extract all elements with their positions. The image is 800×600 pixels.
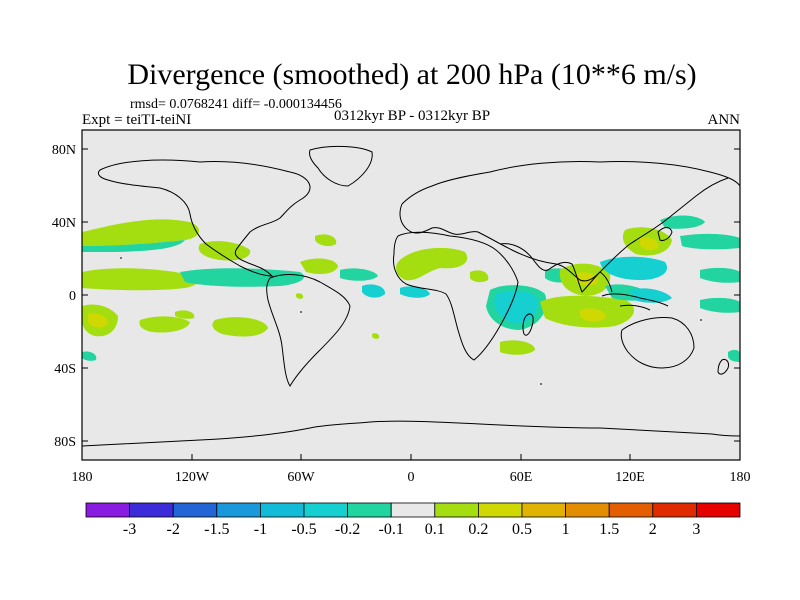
coastline-islands — [120, 257, 702, 385]
field-negative-contour — [82, 351, 97, 361]
lat-label: 40N — [52, 216, 76, 231]
colorbar-label: -0.2 — [335, 521, 360, 538]
colorbar-swatch — [303, 502, 348, 518]
colorbar-swatch — [390, 502, 436, 518]
lon-label: 180 — [72, 470, 93, 485]
field-positive-contour — [372, 333, 380, 339]
coastlines — [82, 145, 740, 447]
coastline-eurasia — [399, 160, 740, 282]
stats-line: rmsd= 0.0768241 diff= -0.000134456 — [130, 97, 342, 112]
colorbar-label: 0.1 — [425, 521, 445, 538]
field-positive-contour — [212, 317, 268, 337]
field-negative-contour — [630, 288, 672, 303]
field-negative-contour — [600, 256, 668, 280]
coastline-maritime — [601, 293, 669, 311]
lon-axis — [81, 454, 741, 460]
field-negative-contour — [400, 286, 430, 298]
lat-label: 0 — [69, 289, 76, 304]
field-negative-contour — [680, 233, 740, 250]
colorbar-swatch — [608, 502, 654, 518]
field-negative-contour — [660, 215, 705, 229]
season-label: ANN — [708, 112, 741, 128]
lon-label: 0 — [408, 470, 415, 485]
lat-label: 80N — [52, 143, 76, 158]
colorbar-label: -1.5 — [204, 521, 229, 538]
colorbar-label: 1 — [562, 521, 570, 538]
figure-title: Divergence (smoothed) at 200 hPa (10**6 … — [127, 58, 696, 91]
field-negative-contour — [180, 268, 304, 287]
field-positive-contour — [315, 234, 337, 247]
field-positive-contour — [396, 247, 468, 281]
lat-label: 40S — [54, 362, 76, 377]
colorbar-label: 0.5 — [512, 521, 532, 538]
experiment-label: Expt = teiTI-teiNI — [82, 112, 191, 128]
coastline-japan — [657, 227, 673, 241]
lat-label: 80S — [54, 435, 76, 450]
colorbar-swatch — [434, 502, 479, 518]
colorbar-label: 3 — [692, 521, 700, 538]
field-negative-contour — [82, 240, 185, 252]
field-positive-contour — [575, 272, 598, 286]
colorbar-labels: -3 -2 -1.5 -1 -0.5 -0.2 -0.1 0.1 0.2 0.5 1 1.5 2 3 — [123, 521, 700, 538]
lat-axis — [82, 148, 740, 442]
field-positive-contour — [580, 308, 606, 322]
colorbar-label: -0.5 — [291, 521, 316, 538]
field-negative-contour — [362, 284, 386, 298]
colorbar-label: -1 — [254, 521, 267, 538]
colorbar-swatch — [696, 502, 741, 518]
coastline-australia — [620, 317, 695, 369]
field-positive-contour — [640, 237, 659, 251]
divergence-field — [82, 215, 740, 362]
lon-label: 180 — [730, 470, 751, 485]
field-positive-contour — [82, 268, 198, 291]
field-positive-contour — [300, 258, 338, 274]
field-negative-contour — [700, 297, 740, 313]
field-positive-contour — [470, 270, 489, 283]
coastline-madagascar — [522, 313, 534, 336]
lon-label: 120W — [175, 470, 210, 485]
lon-label: 60E — [510, 470, 533, 485]
colorbar-label: 1.5 — [599, 521, 619, 538]
colorbar-label: -2 — [167, 521, 180, 538]
coastline-antarctica — [82, 420, 740, 447]
field-negative-contour — [700, 267, 740, 283]
field-positive-contour — [296, 293, 304, 299]
colorbar-swatch — [565, 502, 610, 518]
lon-label: 120E — [615, 470, 645, 485]
field-positive-contour — [175, 310, 195, 319]
coastline-south-america — [266, 274, 351, 387]
field-positive-contour — [82, 219, 200, 246]
colorbar-swatch — [85, 502, 130, 518]
colorbar-label: -0.1 — [379, 521, 404, 538]
colorbar — [85, 502, 741, 518]
colorbar-label: 2 — [649, 521, 657, 538]
coastline-africa — [393, 231, 519, 361]
coastline-new-zealand — [717, 359, 729, 375]
colorbar-swatch — [129, 502, 174, 518]
field-negative-contour — [728, 349, 740, 362]
coastline-greenland — [309, 145, 373, 187]
colorbar-swatch — [521, 502, 566, 518]
colorbar-label: -3 — [123, 521, 136, 538]
period-label: 0312kyr BP - 0312kyr BP — [334, 108, 490, 124]
colorbar-label: 0.2 — [468, 521, 488, 538]
field-positive-contour — [198, 241, 251, 261]
colorbar-swatch — [259, 502, 305, 518]
field-positive-contour — [500, 340, 535, 355]
coastline-south-asia — [499, 243, 613, 293]
colorbar-swatch — [172, 502, 218, 518]
field-negative-contour — [340, 268, 378, 281]
coastline-north-america — [97, 159, 311, 277]
lon-label: 60W — [287, 470, 315, 485]
colorbar-swatch — [477, 502, 523, 518]
colorbar-swatch — [652, 502, 697, 518]
colorbar-swatch — [347, 502, 392, 518]
field-positive-contour — [88, 313, 108, 328]
field-positive-contour — [139, 316, 190, 333]
colorbar-swatch — [216, 502, 261, 518]
